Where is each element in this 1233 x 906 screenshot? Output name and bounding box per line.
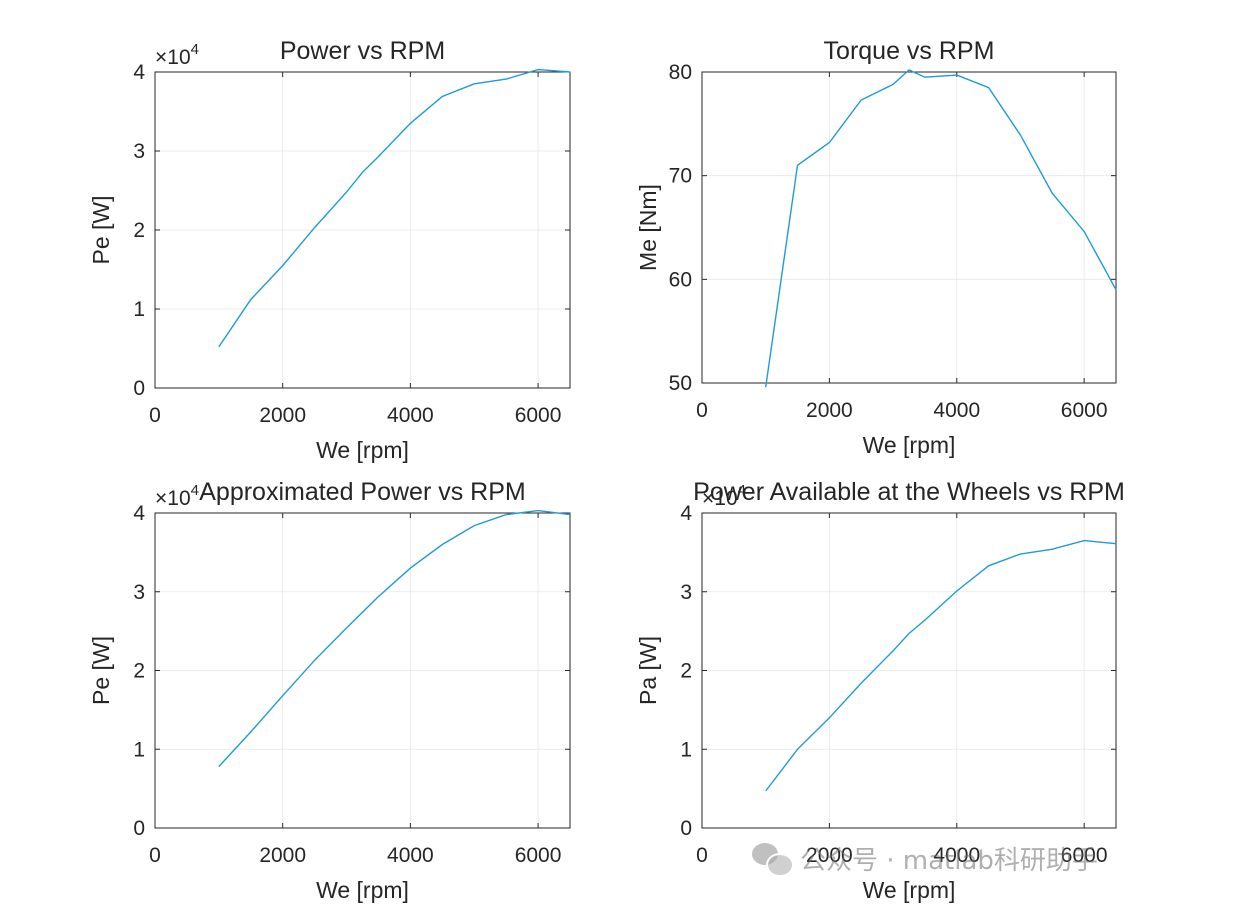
chart-title: Power Available at the Wheels vs RPM [693,478,1125,506]
y-tick-label: 2 [680,660,692,683]
x-tick-label: 2000 [259,404,306,427]
y-tick-label: 3 [133,581,145,604]
x-tick-label: 4000 [933,399,980,422]
y-tick-label: 70 [669,165,692,188]
y-tick-label: 60 [669,268,692,291]
y-exponent-label: ×104 [702,482,746,510]
y-exponent-label: ×104 [155,482,199,510]
x-tick-label: 0 [149,844,161,867]
x-tick-label: 4000 [387,404,434,427]
x-tick-label: 6000 [1061,399,1108,422]
y-tick-label: 4 [133,502,145,525]
x-tick-label: 2000 [806,844,853,867]
x-axis-label: We [rpm] [863,432,956,458]
y-tick-label: 0 [133,817,145,840]
y-tick-label: 50 [669,372,692,395]
y-tick-label: 4 [133,61,145,84]
x-axis-label: We [rpm] [316,437,409,463]
y-exponent-label: ×104 [155,41,199,69]
y-exponent-power: 4 [191,482,199,499]
y-tick-label: 3 [133,140,145,163]
subplot-torque-vs-rpm: 0 2000 4000 6000 50 60 70 80 Torque vs RPM We [rp… [635,37,1117,458]
chart-title: Approximated Power vs RPM [199,478,526,506]
y-tick-label: 3 [680,581,692,604]
x-axis-label: We [rpm] [863,877,956,903]
x-tick-label: 2000 [806,399,853,422]
y-tick-label: 1 [133,298,145,321]
series-line [765,539,1117,792]
y-axis-label: Pa [W] [635,636,661,705]
x-tick-label: 6000 [515,844,562,867]
series-line [765,69,1117,388]
x-axis-label: We [rpm] [316,877,409,903]
y-tick-label: 0 [133,377,145,400]
y-axis-label: Pe [W] [88,636,114,705]
x-tick-label: 4000 [933,844,980,867]
x-tick-label: 6000 [515,404,562,427]
y-tick-label: 4 [680,502,692,525]
x-tick-label: 2000 [259,844,306,867]
x-tick-label: 0 [696,399,708,422]
x-tick-label: 4000 [387,844,434,867]
x-tick-label: 6000 [1061,844,1108,867]
y-tick-label: 1 [680,738,692,761]
y-exponent-base: ×10 [155,46,191,69]
y-tick-label: 2 [133,219,145,242]
y-axis-label: Pe [W] [88,195,114,264]
y-tick-label: 80 [669,61,692,84]
y-tick-label: 2 [133,660,145,683]
chart-title: Torque vs RPM [824,37,995,65]
x-tick-label: 0 [149,404,161,427]
y-exponent-power: 4 [738,482,746,499]
series-line [218,509,571,768]
y-exponent-power: 4 [191,41,199,58]
x-tick-label: 0 [696,844,708,867]
y-exponent-base: ×10 [155,487,191,510]
y-axis-label: Me [Nm] [635,184,661,271]
series-line [218,68,571,348]
axes-box [701,71,1117,384]
chart-title: Power vs RPM [280,37,445,65]
y-tick-label: 1 [133,738,145,761]
y-tick-label: 0 [680,817,692,840]
y-exponent-base: ×10 [702,487,738,510]
